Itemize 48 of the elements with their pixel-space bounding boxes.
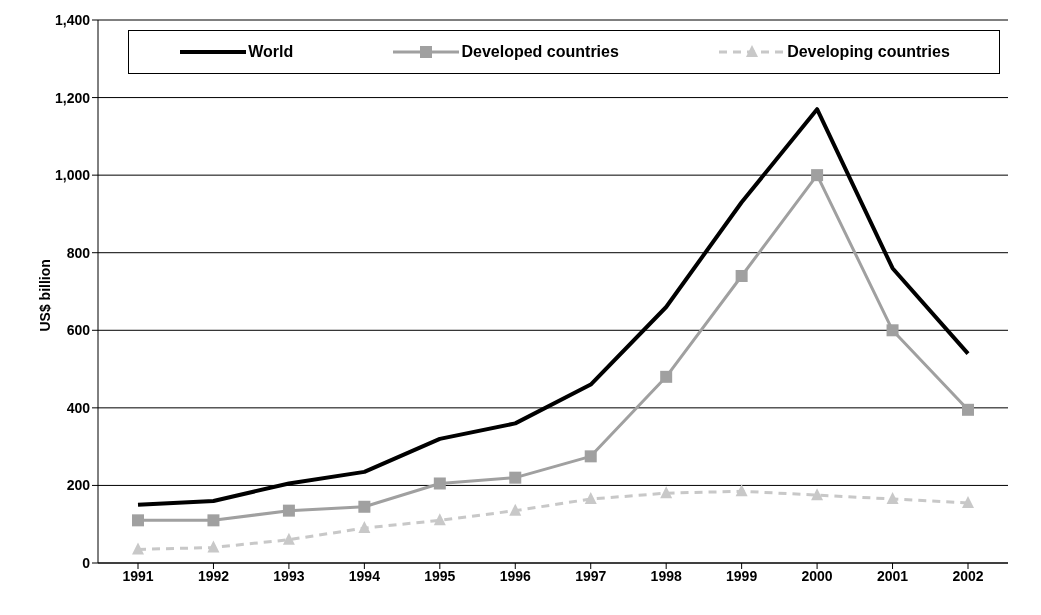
point bbox=[207, 514, 220, 527]
point bbox=[132, 514, 144, 527]
point bbox=[282, 532, 295, 545]
point bbox=[509, 503, 522, 516]
x-tick-label: 2000 bbox=[801, 567, 833, 584]
y-tick-label: 1,200 bbox=[54, 89, 91, 106]
x-tick-label: 2001 bbox=[876, 567, 909, 584]
legend-label: Developed countries bbox=[461, 43, 619, 61]
x-tick-label: 1999 bbox=[726, 567, 758, 584]
point bbox=[962, 495, 974, 508]
x-tick-label: 1991 bbox=[122, 567, 154, 584]
x-tick-label: 1997 bbox=[575, 567, 607, 584]
point bbox=[433, 513, 446, 526]
point bbox=[433, 477, 446, 490]
point bbox=[811, 488, 824, 501]
x-tick-label: 2002 bbox=[952, 567, 984, 584]
y-tick-label: 0 bbox=[82, 554, 91, 571]
x-tick-label: 1994 bbox=[348, 567, 381, 584]
y-tick-label: 200 bbox=[66, 477, 91, 494]
y-axis-title: US$ billion bbox=[36, 259, 53, 332]
point bbox=[811, 169, 824, 182]
point bbox=[358, 521, 371, 534]
point bbox=[132, 542, 144, 555]
y-tick-label: 1,400 bbox=[54, 11, 91, 28]
x-tick-label: 1998 bbox=[650, 567, 682, 584]
point bbox=[735, 484, 748, 497]
y-tick-label: 800 bbox=[66, 244, 91, 261]
point bbox=[282, 504, 295, 517]
point bbox=[509, 471, 522, 484]
point bbox=[584, 450, 597, 463]
point bbox=[584, 492, 597, 504]
x-tick-label: 1992 bbox=[197, 567, 230, 584]
x-tick-label: 1993 bbox=[273, 567, 305, 584]
point bbox=[660, 486, 673, 499]
x-tick-label: 1995 bbox=[424, 567, 456, 584]
point bbox=[660, 370, 673, 383]
legend-label: World bbox=[248, 43, 294, 61]
x-tick-label: 1996 bbox=[499, 567, 532, 584]
y-tick-label: 400 bbox=[66, 399, 91, 416]
point bbox=[962, 403, 974, 416]
y-tick-label: 600 bbox=[66, 322, 91, 339]
point bbox=[886, 324, 899, 337]
y-tick-label: 1,000 bbox=[54, 167, 91, 184]
point bbox=[207, 540, 220, 553]
point bbox=[358, 500, 371, 513]
legend-label: Developing countries bbox=[787, 43, 950, 61]
point bbox=[735, 269, 748, 282]
point bbox=[886, 492, 899, 504]
